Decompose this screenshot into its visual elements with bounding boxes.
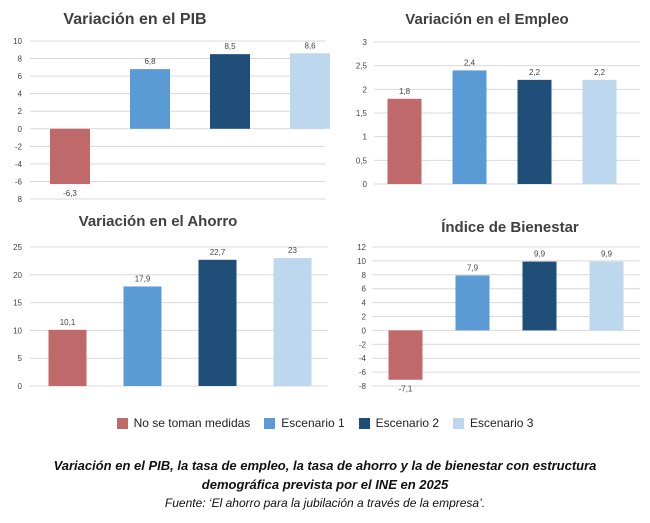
caption-line-1: Variación en el PIB, la tasa de empleo, … bbox=[53, 458, 597, 473]
bar-bienestar-escenario-1 bbox=[455, 275, 490, 331]
bar-ahorro-escenario-1 bbox=[123, 286, 162, 386]
bar-bienestar-escenario-2 bbox=[522, 261, 557, 331]
legend: No se toman medidas Escenario 1 Escenari… bbox=[0, 416, 650, 430]
bar-empleo-escenario-3 bbox=[582, 79, 617, 184]
data-label-empleo-no-medidas: 1,8 bbox=[399, 87, 411, 96]
figure-source: Fuente: ‘El ahorro para la jubilación a … bbox=[164, 496, 486, 510]
ytick-label-bienestar: -6 bbox=[359, 368, 367, 377]
legend-swatch-escenario-2 bbox=[358, 417, 370, 429]
ytick-label-pib: -2 bbox=[15, 142, 23, 151]
ytick-label-pib: 8 bbox=[18, 195, 23, 204]
chart-title-pib: Variación en el PIB bbox=[63, 11, 206, 28]
ytick-label-ahorro: 10 bbox=[13, 326, 22, 335]
chart-title-empleo: Variación en el Empleo bbox=[405, 11, 568, 28]
data-label-bienestar-no-medidas: -7,1 bbox=[399, 385, 413, 394]
bar-bienestar-escenario-3 bbox=[589, 261, 624, 331]
ytick-label-bienestar: 6 bbox=[362, 285, 367, 294]
legend-swatch-escenario-3 bbox=[453, 417, 465, 429]
charts-canvas: Variación en el PIB1086420-2-4-68-6,36,8… bbox=[13, 11, 640, 394]
bar-ahorro-no-medidas bbox=[48, 329, 87, 386]
legend-label-escenario-2: Escenario 2 bbox=[375, 416, 440, 430]
ytick-label-pib: 2 bbox=[18, 107, 23, 116]
legend-item-escenario-3: Escenario 3 bbox=[453, 416, 533, 430]
data-label-empleo-escenario-1: 2,4 bbox=[464, 58, 476, 67]
data-label-bienestar-escenario-3: 9,9 bbox=[601, 250, 613, 259]
ytick-label-empleo: 2,5 bbox=[356, 62, 368, 71]
data-label-bienestar-escenario-1: 7,9 bbox=[467, 263, 479, 272]
data-label-bienestar-escenario-2: 9,9 bbox=[534, 250, 546, 259]
ytick-label-pib: -4 bbox=[15, 160, 23, 169]
data-label-empleo-escenario-2: 2,2 bbox=[529, 68, 541, 77]
bar-empleo-escenario-1 bbox=[452, 70, 487, 184]
bar-ahorro-escenario-3 bbox=[273, 258, 312, 386]
caption-line-2: demográfica prevista por el INE en 2025 bbox=[201, 477, 449, 492]
ytick-label-pib: 10 bbox=[13, 37, 22, 46]
data-label-ahorro-escenario-2: 22,7 bbox=[210, 248, 226, 257]
bar-empleo-escenario-2 bbox=[517, 79, 552, 184]
legend-label-escenario-3: Escenario 3 bbox=[470, 416, 534, 430]
ytick-label-pib: 4 bbox=[18, 90, 23, 99]
data-label-pib-escenario-3: 8,6 bbox=[304, 41, 316, 50]
data-label-empleo-escenario-3: 2,2 bbox=[594, 68, 606, 77]
ytick-label-ahorro: 5 bbox=[18, 354, 23, 363]
bar-empleo-no-medidas bbox=[387, 98, 422, 184]
ytick-label-empleo: 1,5 bbox=[356, 109, 368, 118]
bar-pib-escenario-2 bbox=[210, 54, 250, 129]
ytick-label-empleo: 2 bbox=[363, 85, 368, 94]
data-label-pib-escenario-2: 8,5 bbox=[224, 42, 236, 51]
ytick-label-bienestar: 8 bbox=[362, 271, 367, 280]
legend-label-escenario-1: Escenario 1 bbox=[281, 416, 345, 430]
legend-label-no-medidas: No se toman medidas bbox=[133, 416, 251, 430]
bar-ahorro-escenario-2 bbox=[198, 259, 237, 386]
chart-title-ahorro: Variación en el Ahorro bbox=[79, 213, 238, 230]
ytick-label-bienestar: 2 bbox=[362, 313, 367, 322]
ytick-label-ahorro: 0 bbox=[18, 382, 23, 391]
bar-pib-no-medidas bbox=[50, 128, 90, 185]
bar-bienestar-no-medidas bbox=[388, 330, 423, 380]
ytick-label-empleo: 3 bbox=[363, 38, 368, 47]
bar-pib-escenario-1 bbox=[130, 69, 170, 129]
legend-item-escenario-1: Escenario 1 bbox=[264, 416, 345, 430]
data-label-pib-escenario-1: 6,8 bbox=[144, 57, 156, 66]
ytick-label-ahorro: 15 bbox=[13, 299, 22, 308]
ytick-label-ahorro: 20 bbox=[13, 271, 22, 280]
ytick-label-bienestar: 4 bbox=[362, 299, 367, 308]
ytick-label-bienestar: 12 bbox=[357, 243, 366, 252]
data-label-ahorro-escenario-1: 17,9 bbox=[135, 274, 151, 283]
ytick-label-empleo: 0 bbox=[363, 180, 368, 189]
ytick-label-empleo: 1 bbox=[363, 133, 368, 142]
legend-item-escenario-2: Escenario 2 bbox=[358, 416, 440, 430]
ytick-label-bienestar: -2 bbox=[359, 340, 367, 349]
ytick-label-pib: 0 bbox=[18, 125, 23, 134]
chart-title-bienestar: Índice de Bienestar bbox=[441, 219, 579, 236]
ytick-label-ahorro: 25 bbox=[13, 243, 22, 252]
data-label-pib-no-medidas: -6,3 bbox=[63, 189, 77, 198]
legend-swatch-no-medidas bbox=[116, 417, 128, 429]
ytick-label-bienestar: 0 bbox=[362, 326, 367, 335]
data-label-ahorro-escenario-3: 23 bbox=[288, 246, 297, 255]
bar-pib-escenario-3 bbox=[290, 53, 330, 129]
ytick-label-empleo: 0,5 bbox=[356, 156, 368, 165]
data-label-ahorro-no-medidas: 10,1 bbox=[60, 318, 76, 327]
ytick-label-bienestar: -4 bbox=[359, 354, 367, 363]
ytick-label-bienestar: 10 bbox=[357, 257, 366, 266]
figure-caption: Variación en el PIB, la tasa de empleo, … bbox=[0, 456, 650, 494]
legend-item-no-medidas: No se toman medidas bbox=[116, 416, 251, 430]
legend-swatch-escenario-1 bbox=[264, 417, 276, 429]
ytick-label-pib: 6 bbox=[18, 72, 23, 81]
ytick-label-pib: 8 bbox=[18, 55, 23, 64]
ytick-label-bienestar: -8 bbox=[359, 382, 367, 391]
ytick-label-pib: -6 bbox=[15, 177, 23, 186]
